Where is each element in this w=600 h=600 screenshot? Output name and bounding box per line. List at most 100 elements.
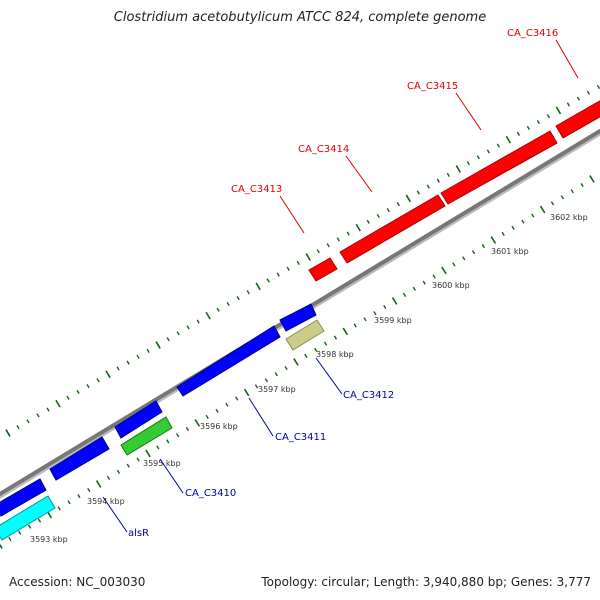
leader-CA_C3415 [455, 92, 482, 131]
inner-tick [441, 266, 447, 275]
gene-CA_C3412[interactable] [285, 319, 325, 351]
outer-tick [296, 260, 300, 265]
gene-CA_C3416[interactable] [555, 98, 600, 139]
outer-tick [46, 407, 50, 412]
gene-blue-4 [279, 303, 317, 332]
reverse-genes [0, 303, 325, 541]
inner-tick [373, 311, 377, 316]
inner-tick [264, 378, 269, 383]
outer-tick [476, 155, 480, 160]
leader-CA_C3411 [248, 397, 274, 437]
inner-tick [156, 445, 160, 450]
gene-CA_C3410[interactable] [120, 416, 173, 456]
inner-tick [531, 213, 535, 218]
inner-tick [412, 286, 417, 291]
scale-label-3598: 3598 kbp [316, 350, 354, 359]
inner-tick [589, 175, 595, 183]
inner-tick [342, 327, 349, 336]
label-CA_C3416[interactable]: CA_C3416 [507, 28, 558, 39]
outer-tick [526, 125, 531, 131]
outer-tick [105, 370, 111, 379]
inner-tick [77, 494, 81, 499]
outer-tick [536, 120, 541, 125]
inner-tick [422, 280, 426, 285]
outer-tick [466, 161, 470, 166]
inner-tick [194, 419, 201, 427]
outer-tick [5, 429, 11, 437]
label-CA_C3415[interactable]: CA_C3415 [407, 81, 458, 92]
scale-label-3597: 3597 kbp [258, 385, 296, 394]
inner-tick [560, 195, 565, 200]
inner-tick [235, 396, 239, 401]
label-CA_C3414[interactable]: CA_C3414 [298, 144, 349, 155]
outer-tick [516, 131, 521, 136]
outer-tick [426, 184, 430, 189]
inner-tick [136, 457, 140, 462]
gene-CA_C3415[interactable] [440, 130, 558, 205]
scale-label-3593: 3593 kbp [30, 535, 68, 544]
forward-genes [308, 98, 600, 282]
inner-tick [570, 189, 574, 194]
scale-labels: 3593 kbp 3594 kbp 3595 kbp 3596 kbp 3597… [30, 213, 588, 544]
scale-label-3599: 3599 kbp [374, 316, 412, 325]
inner-tick-row [0, 175, 595, 549]
label-CA_C3411[interactable]: CA_C3411 [275, 432, 326, 443]
outer-tick [376, 213, 380, 219]
inner-tick [452, 262, 456, 267]
inner-tick [363, 317, 367, 322]
outer-tick [316, 249, 320, 254]
inner-tick [37, 518, 42, 523]
outer-tick [266, 278, 270, 283]
inner-tick [274, 372, 278, 377]
inner-tick [57, 506, 61, 511]
inner-tick [254, 384, 259, 389]
outer-tick [86, 383, 90, 389]
inner-tick [145, 449, 151, 458]
inner-tick [185, 427, 190, 432]
inner-tick [490, 236, 497, 244]
gene-alsR[interactable] [0, 495, 56, 541]
inner-tick [391, 297, 398, 305]
gene-CA_C3413[interactable] [308, 257, 338, 282]
inner-tick [243, 388, 250, 397]
outer-tick [155, 341, 161, 349]
inner-tick [116, 469, 121, 474]
inner-tick [471, 250, 476, 255]
outer-tick [596, 84, 600, 89]
inner-tick [225, 402, 229, 407]
inner-tick [462, 256, 466, 261]
outer-tick [446, 172, 450, 177]
inner-tick [215, 408, 219, 413]
outer-tick [336, 237, 340, 242]
outer-tick [366, 219, 370, 224]
gene-blue-3 [114, 400, 163, 439]
label-CA_C3413[interactable]: CA_C3413 [231, 184, 282, 195]
outer-tick [116, 366, 120, 371]
outer-tick [176, 331, 180, 336]
label-CA_C3410[interactable]: CA_C3410 [185, 488, 236, 499]
label-CA_C3412[interactable]: CA_C3412 [343, 390, 394, 401]
leader-CA_C3410 [159, 458, 184, 494]
gene-CA_C3411[interactable] [176, 325, 281, 397]
inner-tick [87, 488, 91, 493]
outer-tick [136, 354, 140, 359]
gene-blue-2 [49, 436, 110, 481]
inner-tick [205, 414, 209, 419]
inner-tick [95, 480, 102, 488]
outer-tick [16, 425, 20, 430]
scale-label-3596: 3596 kbp [200, 422, 238, 431]
inner-tick [383, 305, 387, 310]
gene-CA_C3414[interactable] [339, 194, 446, 264]
inner-tick [481, 244, 486, 249]
label-alsR[interactable]: alsR [128, 528, 149, 539]
outer-tick [496, 143, 500, 148]
forward-label-leaders [279, 39, 579, 234]
scale-label-3594: 3594 kbp [87, 497, 125, 506]
outer-tick [286, 266, 290, 271]
inner-tick [521, 219, 525, 224]
leader-CA_C3416 [555, 39, 579, 79]
outer-tick [305, 253, 311, 261]
inner-tick [580, 182, 584, 188]
